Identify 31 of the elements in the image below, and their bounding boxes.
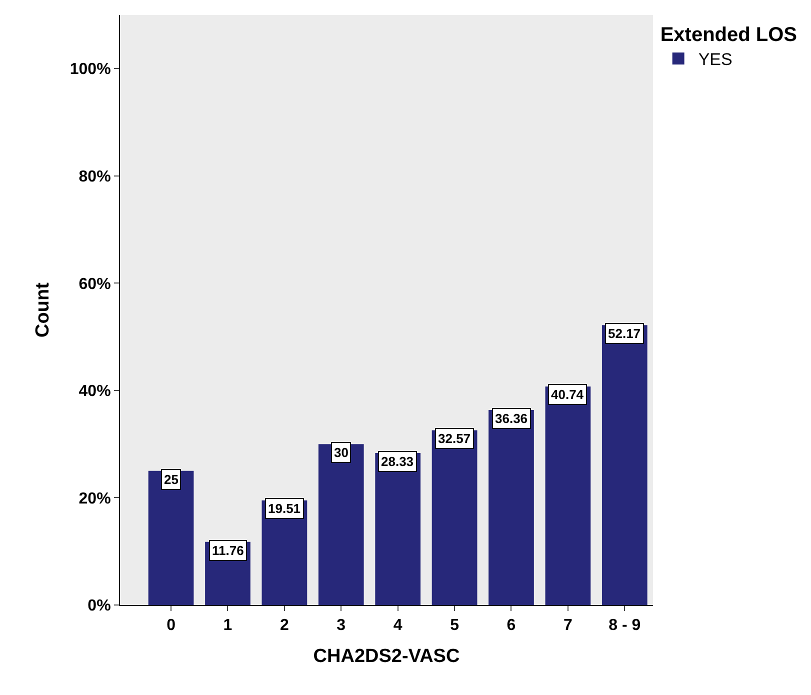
data-label: 11.76 [212,543,244,558]
data-label: 32.57 [438,431,471,446]
x-tick-label: 3 [336,617,346,634]
x-tick-label: 4 [393,617,402,634]
y-tick-label: 100% [70,61,111,78]
y-tick-label: 40% [78,383,111,400]
data-label: 52.17 [608,326,641,341]
x-tick-label: 1 [223,617,232,634]
data-label: 25 [164,472,178,487]
data-label: 28.33 [381,454,414,469]
data-label: 30 [334,445,348,460]
x-tick-label: 7 [563,617,572,634]
x-tick-label: 2 [280,617,289,634]
x-tick-label: 5 [450,617,460,634]
bar [488,410,534,605]
data-label: 40.74 [551,387,584,402]
y-tick-label: 60% [78,276,111,293]
y-tick-label: 0% [88,598,111,615]
x-tick-label: 0 [166,617,176,634]
y-tick-label: 20% [78,490,111,508]
x-tick-label: 8 - 9 [608,617,641,634]
data-label: 36.36 [495,411,528,426]
bar [148,470,194,605]
legend-title: Extended LOS [660,24,798,46]
x-axis-title: CHA2DS2-VASC [313,646,460,667]
y-axis-title: Count [32,282,54,338]
bar [318,444,364,605]
legend-label: YES [698,50,732,70]
y-tick-label: 80% [78,168,111,186]
x-tick-label: 6 [506,617,516,634]
data-label: 19.51 [268,501,301,516]
